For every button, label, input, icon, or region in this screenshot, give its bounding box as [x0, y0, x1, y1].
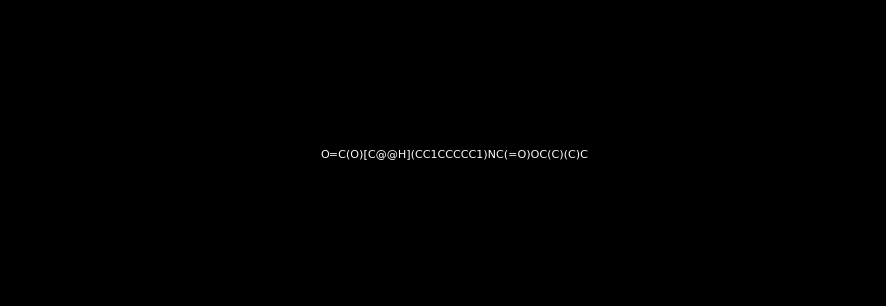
- Text: O=C(O)[C@@H](CC1CCCCC1)NC(=O)OC(C)(C)C: O=C(O)[C@@H](CC1CCCCC1)NC(=O)OC(C)(C)C: [320, 150, 588, 159]
